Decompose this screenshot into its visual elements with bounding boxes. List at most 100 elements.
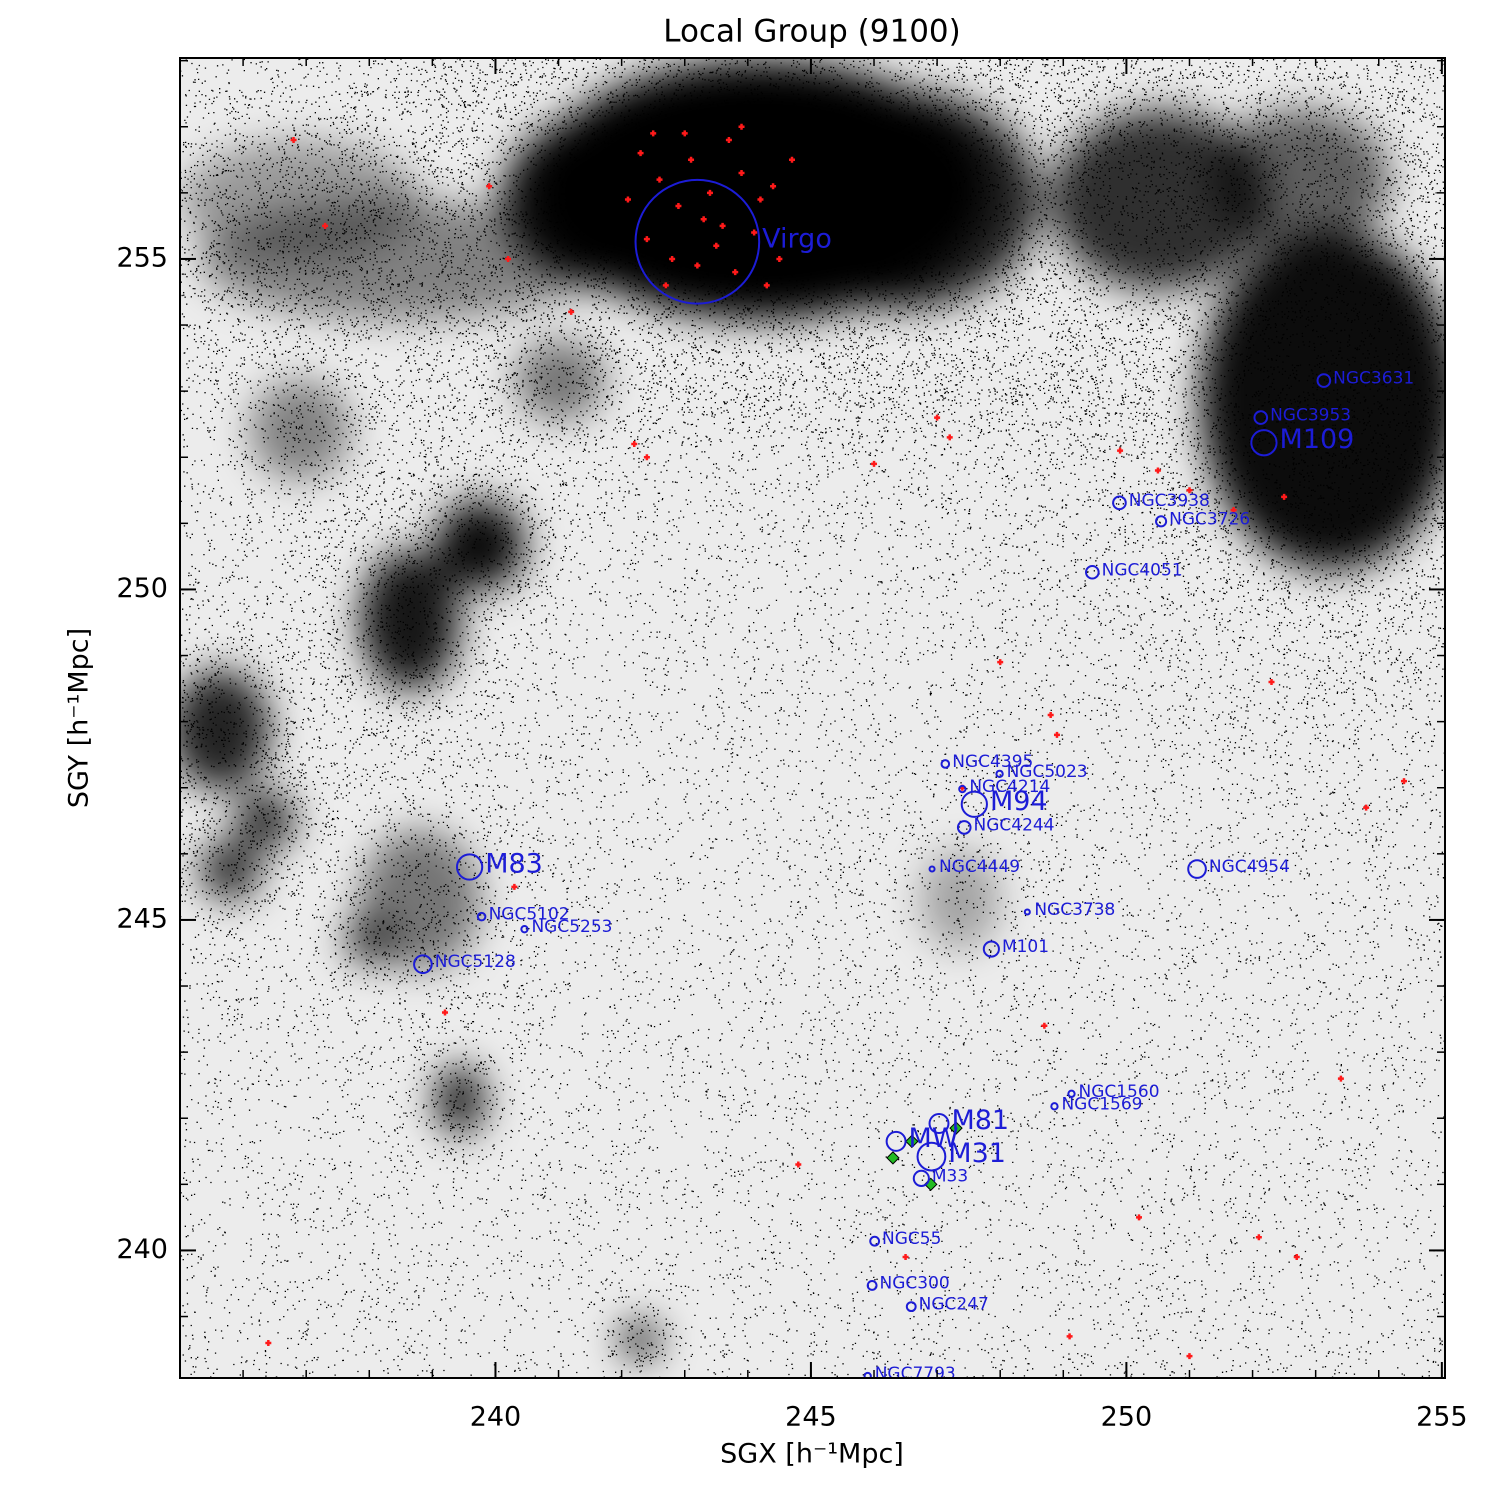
galaxy-marker bbox=[520, 925, 529, 934]
galaxy-label: NGC3938 bbox=[1129, 491, 1210, 511]
particles bbox=[180, 58, 1445, 1378]
galaxy-label: M94 bbox=[990, 786, 1048, 817]
galaxy-marker bbox=[1253, 410, 1269, 425]
subhalo-point bbox=[1363, 804, 1370, 811]
galaxy-label: NGC4954 bbox=[1209, 857, 1290, 877]
central-point bbox=[886, 1151, 900, 1165]
galaxy-marker bbox=[1050, 1102, 1059, 1111]
galaxy-marker bbox=[869, 1235, 881, 1247]
subhalo-point bbox=[738, 123, 745, 130]
subhalo-point bbox=[675, 203, 682, 210]
density-blob bbox=[360, 830, 480, 970]
galaxy-label: NGC5023 bbox=[1007, 762, 1088, 782]
subhalo-point bbox=[706, 189, 713, 196]
galaxy-label: NGC3738 bbox=[1034, 900, 1115, 920]
density-blob bbox=[760, 90, 1040, 310]
subhalo-point bbox=[1186, 1353, 1193, 1360]
galaxy-label: NGC5253 bbox=[531, 917, 612, 937]
subhalo-point bbox=[946, 434, 953, 441]
y-tick-label: 255 bbox=[116, 242, 168, 273]
subhalo-point bbox=[662, 282, 669, 289]
galaxy-marker bbox=[982, 940, 1000, 958]
subhalo-point bbox=[776, 255, 783, 262]
galaxy-marker bbox=[940, 759, 951, 769]
x-axis-label: SGX [h⁻¹Mpc] bbox=[720, 1439, 904, 1470]
subhalo-point bbox=[871, 460, 878, 467]
subhalo-point bbox=[290, 136, 297, 143]
density-blob bbox=[920, 850, 1000, 950]
central-point bbox=[905, 1134, 919, 1149]
galaxy-label: M109 bbox=[1280, 424, 1355, 455]
subhalo-point bbox=[902, 1254, 909, 1261]
subhalo-point bbox=[650, 130, 657, 137]
galaxy-marker bbox=[863, 1371, 872, 1378]
subhalo-point bbox=[1154, 467, 1161, 474]
galaxy-marker bbox=[1067, 1089, 1076, 1098]
galaxy-label: M101 bbox=[1002, 937, 1049, 957]
subhalo-point bbox=[751, 229, 758, 236]
galaxy-label: NGC247 bbox=[919, 1295, 989, 1315]
subhalo-point bbox=[322, 222, 329, 229]
galaxy-marker bbox=[916, 1141, 947, 1172]
subhalo-point bbox=[719, 222, 726, 229]
galaxy-marker bbox=[1187, 859, 1207, 879]
galaxy-label: NGC1569 bbox=[1061, 1094, 1142, 1114]
subhalo-point bbox=[486, 183, 493, 190]
subhalo-point bbox=[1053, 731, 1060, 738]
galaxy-marker bbox=[455, 853, 484, 881]
subhalo-point bbox=[631, 441, 638, 448]
galaxy-label: MW bbox=[909, 1123, 959, 1154]
subhalo-point bbox=[669, 255, 676, 262]
subhalo-point bbox=[505, 255, 512, 262]
density-blob bbox=[515, 340, 605, 420]
central-point bbox=[949, 1121, 963, 1135]
galaxy-marker bbox=[912, 1169, 930, 1187]
subhalo-point bbox=[1066, 1333, 1073, 1340]
subhalo-point bbox=[643, 236, 650, 243]
galaxy-marker bbox=[958, 784, 967, 794]
galaxy-label: NGC55 bbox=[882, 1229, 941, 1249]
galaxy-label: NGC3631 bbox=[1333, 369, 1414, 389]
y-tick-label: 250 bbox=[116, 573, 168, 604]
galaxy-label: NGC300 bbox=[880, 1273, 950, 1293]
subhalo-point bbox=[1337, 1075, 1344, 1082]
galaxy-label: NGC4214 bbox=[969, 777, 1050, 797]
subhalo-point bbox=[688, 156, 695, 163]
galaxy-marker bbox=[956, 820, 972, 835]
subhalo-point bbox=[757, 196, 764, 203]
subhalo-point bbox=[624, 196, 631, 203]
subhalo-point bbox=[700, 216, 707, 223]
subhalo-point bbox=[795, 1161, 802, 1168]
galaxy-label: NGC5128 bbox=[435, 952, 516, 972]
galaxy-marker bbox=[866, 1280, 878, 1291]
subhalo-point bbox=[681, 130, 688, 137]
x-tick-label: 255 bbox=[1416, 1402, 1468, 1433]
galaxy-marker bbox=[1112, 495, 1127, 511]
subhalo-point bbox=[441, 1009, 448, 1016]
subhalo-point bbox=[732, 269, 739, 276]
axes: 240 245 250 255 240 245 250 255 bbox=[116, 58, 1468, 1433]
subhalo-point bbox=[770, 183, 777, 190]
subhalo-point bbox=[1255, 1234, 1262, 1241]
galaxy-marker bbox=[995, 769, 1004, 779]
y-tick-label: 240 bbox=[116, 1234, 168, 1265]
subhalo-point bbox=[1281, 493, 1288, 500]
subhalo-point bbox=[694, 262, 701, 269]
galaxy-marker bbox=[413, 954, 433, 975]
density-blob bbox=[200, 840, 260, 900]
galaxy-marker bbox=[905, 1301, 917, 1313]
density-blob bbox=[620, 1320, 660, 1360]
subhalo-point bbox=[713, 242, 720, 249]
galaxy-marker bbox=[960, 790, 988, 818]
x-tick-label: 240 bbox=[470, 1402, 522, 1433]
subhalo-point bbox=[265, 1339, 272, 1346]
subhalo-point bbox=[643, 454, 650, 461]
galaxy-label: M31 bbox=[948, 1138, 1006, 1169]
galaxy-label: Virgo bbox=[762, 223, 832, 254]
galaxy-marker bbox=[928, 865, 936, 873]
subhalo-point bbox=[1293, 1254, 1300, 1261]
subhalo-point bbox=[763, 282, 770, 289]
